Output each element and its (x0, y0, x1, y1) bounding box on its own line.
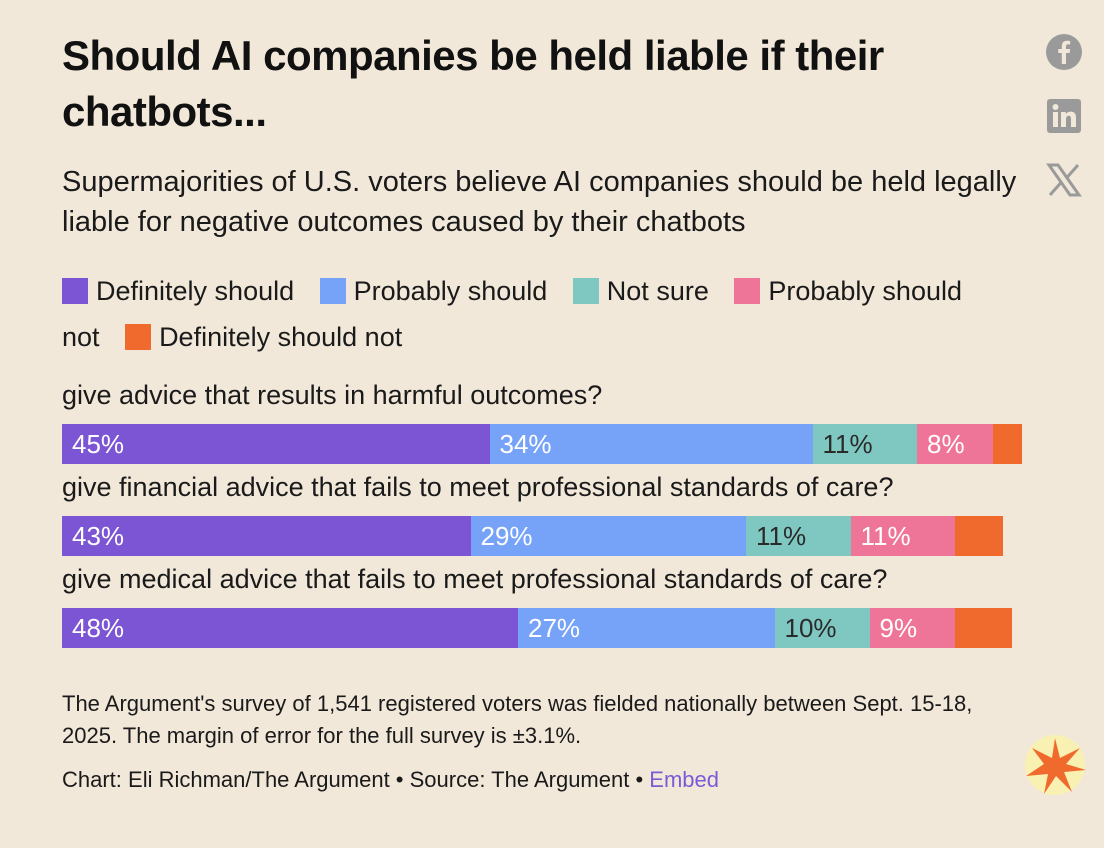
data-label: 48% (72, 613, 125, 643)
stacked-bar-chart: give advice that results in harmful outc… (0, 380, 1104, 670)
bar-segment: 10% (774, 608, 870, 648)
chart-legend: Definitely should Probably should Not su… (62, 268, 1022, 360)
question-label: give financial advice that fails to meet… (62, 472, 894, 502)
legend-swatch (572, 278, 599, 304)
bar-segment (993, 424, 1022, 464)
survey-note: The Argument's survey of 1,541 registere… (62, 691, 973, 748)
bar-segment: 34% (489, 424, 813, 464)
legend-label: Probably should (353, 276, 548, 306)
question-label: give advice that results in harmful outc… (62, 380, 603, 410)
question-label: give medical advice that fails to meet p… (62, 564, 888, 594)
legend-swatch (125, 324, 152, 350)
x-icon (1046, 163, 1082, 197)
legend-swatch (734, 278, 761, 304)
legend-swatch (62, 278, 88, 304)
chart-title: Should AI companies be held liable if th… (62, 32, 884, 135)
data-label: 8% (927, 429, 965, 459)
facebook-share-button[interactable] (1044, 32, 1084, 72)
legend-item: Definitely should (62, 276, 294, 306)
legend-item: Probably should (319, 276, 548, 306)
logo-burst-icon (1025, 735, 1086, 795)
data-label: 11% (822, 429, 873, 459)
bar-segment: 48% (62, 608, 518, 648)
bar-segment: 43% (62, 516, 471, 556)
legend-label: Definitely should not (159, 322, 403, 352)
data-label: 10% (784, 613, 837, 643)
bar-segment: 29% (470, 516, 746, 556)
legend-label: Definitely should (96, 276, 295, 306)
data-label: 29% (480, 521, 533, 551)
legend-label: Probably should not (62, 276, 962, 352)
data-label: 34% (499, 429, 552, 459)
bar-segment (955, 516, 1003, 556)
bar-segment (955, 608, 1012, 648)
data-label: 45% (72, 429, 125, 459)
facebook-icon (1046, 34, 1082, 70)
legend-swatch (319, 278, 346, 304)
x-share-button[interactable] (1044, 160, 1084, 200)
bar-segment: 11% (746, 516, 851, 556)
bar-segment: 11% (850, 516, 955, 556)
credit-text: Chart: Eli Richman/The Argument • Source… (62, 767, 650, 792)
data-label: 9% (879, 613, 918, 643)
embed-link[interactable]: Embed (649, 767, 719, 792)
linkedin-icon (1047, 99, 1081, 133)
bar-segment: 8% (917, 424, 993, 464)
legend-item: Definitely should not (125, 322, 402, 352)
chart-subtitle: Supermajorities of U.S. voters believe A… (62, 166, 1017, 238)
legend-item: Not sure (572, 276, 709, 306)
linkedin-share-button[interactable] (1044, 96, 1084, 136)
legend-item: Probably should not (62, 276, 962, 352)
data-label: 11% (860, 521, 911, 551)
data-label: 27% (528, 613, 581, 643)
legend-label: Not sure (606, 276, 709, 306)
data-label: 43% (72, 521, 125, 551)
bar-segment: 11% (812, 424, 917, 464)
bar-segment: 9% (869, 608, 955, 648)
bar-segment: 45% (62, 424, 490, 464)
chart-credit: Chart: Eli Richman/The Argument • Source… (62, 764, 1022, 796)
data-label: 11% (756, 521, 807, 551)
bar-segment: 27% (518, 608, 775, 648)
